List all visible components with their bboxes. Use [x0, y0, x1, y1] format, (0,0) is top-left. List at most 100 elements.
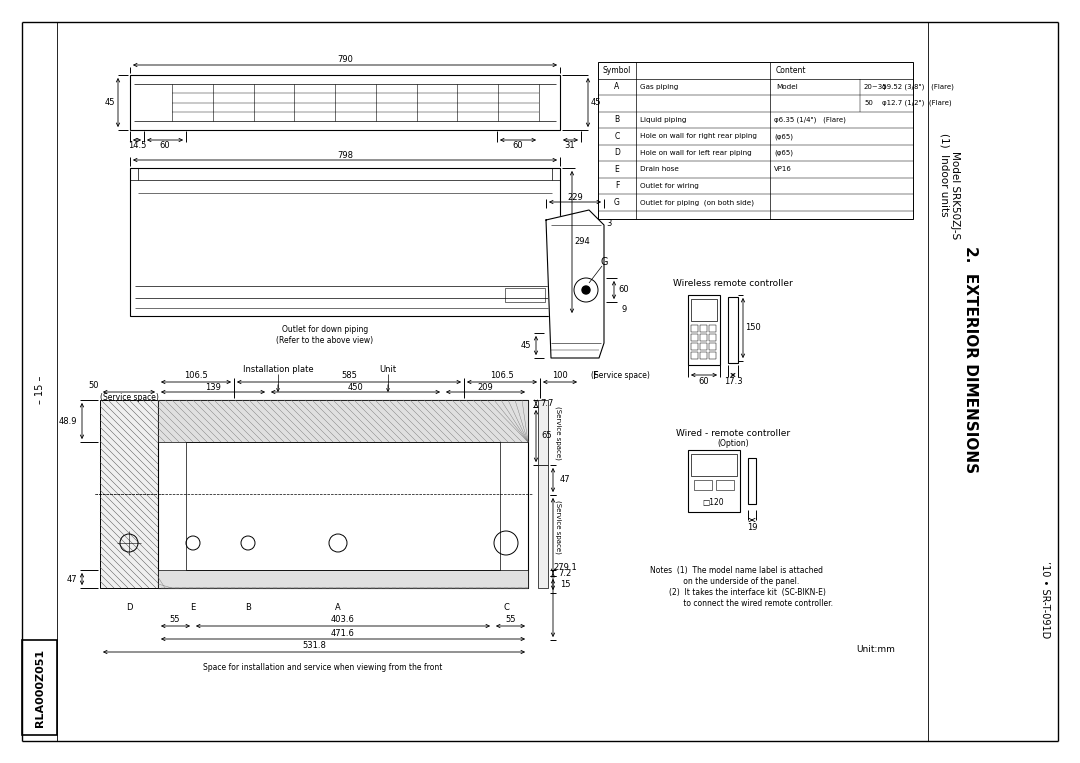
Text: 403.6: 403.6 [332, 616, 355, 624]
Bar [728, 297, 738, 363]
Bar [708, 343, 716, 350]
Text: 48.9: 48.9 [58, 417, 78, 426]
Text: 50: 50 [89, 382, 99, 391]
Bar [694, 480, 712, 490]
Text: Notes  (1)  The model name label is attached: Notes (1) The model name label is attach… [650, 565, 823, 575]
Text: 14.5: 14.5 [127, 141, 146, 150]
Text: 531.8: 531.8 [302, 642, 326, 651]
Text: 471.6: 471.6 [332, 629, 355, 638]
Text: VP16: VP16 [774, 166, 792, 172]
Text: 15: 15 [559, 580, 570, 589]
Text: 798: 798 [337, 150, 353, 159]
Text: 47: 47 [559, 475, 570, 485]
Bar [716, 480, 734, 490]
Text: (Option): (Option) [717, 439, 748, 448]
Text: E: E [615, 165, 619, 174]
Text: 450: 450 [348, 382, 363, 391]
Text: (Service space): (Service space) [555, 500, 562, 553]
Text: φ9.52 (3/8")   (Flare): φ9.52 (3/8") (Flare) [882, 83, 954, 90]
Text: B: B [615, 115, 620, 124]
Polygon shape [546, 210, 604, 358]
Bar [691, 325, 698, 332]
Bar [700, 343, 707, 350]
Text: Outlet for down piping: Outlet for down piping [282, 326, 368, 334]
Bar [700, 325, 707, 332]
Bar [691, 334, 698, 341]
Text: 209: 209 [477, 382, 494, 391]
Text: on the underside of the panel.: on the underside of the panel. [650, 577, 799, 585]
Text: 55: 55 [505, 616, 516, 624]
Text: 55: 55 [170, 616, 180, 624]
Text: 45: 45 [521, 342, 531, 350]
Bar [708, 352, 716, 359]
Text: C: C [615, 132, 620, 140]
Text: Outlet for piping  (on both side): Outlet for piping (on both side) [640, 199, 754, 205]
Text: G: G [600, 257, 608, 267]
Text: □120: □120 [702, 497, 724, 507]
Text: RLA000Z051: RLA000Z051 [35, 649, 44, 726]
Bar [186, 442, 500, 570]
Text: Unit: Unit [379, 365, 396, 375]
Bar [688, 295, 720, 365]
Circle shape [582, 286, 590, 294]
Bar [691, 454, 737, 476]
Text: (2)  It takes the interface kit  (SC-BIKN-E): (2) It takes the interface kit (SC-BIKN-… [650, 588, 826, 597]
Text: Wireless remote controller: Wireless remote controller [673, 278, 793, 288]
Text: Outlet for wiring: Outlet for wiring [640, 183, 699, 188]
Bar [130, 75, 561, 130]
Text: 229: 229 [567, 192, 583, 201]
Text: 106.5: 106.5 [184, 372, 207, 381]
Bar [158, 400, 528, 588]
Text: Content: Content [775, 66, 806, 75]
Text: 50: 50 [864, 100, 873, 106]
Text: (φ65): (φ65) [774, 133, 793, 140]
Text: to connect the wired remote controller.: to connect the wired remote controller. [650, 598, 833, 607]
Text: (φ65): (φ65) [774, 150, 793, 156]
Text: 9: 9 [621, 305, 626, 314]
Text: – 15 –: – 15 – [35, 376, 45, 404]
Text: Installation plate: Installation plate [243, 365, 313, 375]
Text: 7.7: 7.7 [540, 399, 554, 408]
Bar [748, 458, 756, 504]
Bar [158, 570, 528, 588]
Text: 790: 790 [337, 56, 353, 65]
Text: D: D [125, 604, 132, 613]
Text: 7.2: 7.2 [558, 568, 571, 578]
Bar [598, 62, 913, 219]
Bar [700, 352, 707, 359]
Text: 45: 45 [105, 98, 116, 107]
Text: 2.  EXTERIOR DIMENSIONS: 2. EXTERIOR DIMENSIONS [962, 246, 977, 474]
Text: C: C [503, 604, 509, 613]
Bar [538, 400, 548, 465]
Text: 17.3: 17.3 [724, 378, 742, 387]
Text: 279.1: 279.1 [553, 563, 577, 572]
Text: Space for installation and service when viewing from the front: Space for installation and service when … [203, 662, 443, 671]
Text: Gas piping: Gas piping [640, 84, 678, 90]
Text: (Service space): (Service space) [99, 392, 159, 401]
Text: Drain hose: Drain hose [640, 166, 679, 172]
Bar [691, 352, 698, 359]
Text: G: G [615, 198, 620, 207]
Text: 65: 65 [542, 432, 552, 440]
Text: Unit:mm: Unit:mm [856, 645, 895, 655]
Text: (Service space): (Service space) [591, 372, 649, 381]
Bar [538, 465, 548, 588]
Text: (1)  Indoor units: (1) Indoor units [940, 134, 950, 217]
Text: 47: 47 [67, 575, 78, 584]
Text: (Refer to the above view): (Refer to the above view) [276, 336, 374, 345]
Text: 3: 3 [606, 220, 611, 228]
Text: A: A [335, 604, 341, 613]
Text: Model SRK50ZJ-S: Model SRK50ZJ-S [950, 151, 960, 239]
Text: 60: 60 [699, 378, 710, 387]
Text: Symbol: Symbol [603, 66, 631, 75]
Text: 20~35: 20~35 [864, 84, 888, 90]
Text: Hole on wall for left rear piping: Hole on wall for left rear piping [640, 150, 752, 156]
Text: 294: 294 [575, 237, 590, 246]
Bar [708, 334, 716, 341]
Bar [22, 640, 57, 735]
Text: 585: 585 [341, 372, 356, 381]
Text: B: B [245, 604, 251, 613]
Bar [130, 168, 561, 316]
Text: D: D [615, 148, 620, 157]
Text: F: F [593, 371, 598, 381]
